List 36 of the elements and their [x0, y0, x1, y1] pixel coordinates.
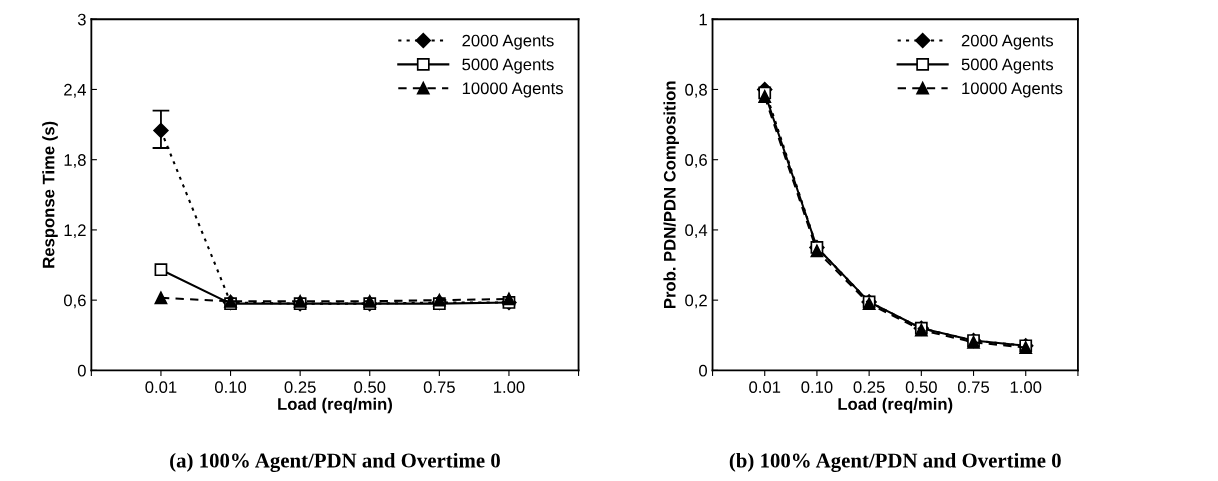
y-tick-label: 0,4: [685, 224, 708, 239]
y-tick-label: 0: [77, 364, 86, 377]
legend-label: 10000 Agents: [962, 82, 1063, 98]
x-tick-label: 0.75: [423, 381, 455, 394]
y-axis-title: Response Time (s): [42, 121, 58, 268]
legend-label: 2000 Agents: [961, 34, 1054, 50]
x-tick-label: 0.01: [145, 381, 177, 394]
x-tick-label: 0.25: [284, 381, 316, 394]
legend-label: 5000 Agents: [961, 58, 1054, 74]
y-tick-label: 2,4: [64, 83, 86, 98]
text: (a) 100% Agent/PDN and Overtime 0: [170, 452, 500, 472]
y-tick-label: 1: [699, 13, 707, 26]
y-tick-label: 0: [699, 364, 708, 377]
legend-label: 5000 Agents: [462, 58, 554, 74]
y-tick-label: 0,6: [63, 294, 86, 309]
x-tick-label: 0.75: [957, 381, 990, 394]
x-tick-label: 0.10: [214, 381, 247, 394]
x-tick-label: 0.10: [801, 381, 833, 394]
y-tick-label: 0,8: [685, 83, 707, 98]
x-tick-label: 0.01: [749, 381, 781, 394]
y-axis-title: Prob. PDN/PDN Composition: [663, 81, 679, 309]
x-tick-label: 0.50: [905, 381, 937, 394]
x-tick-label: 1.00: [1010, 381, 1042, 394]
text: (b) 100% Agent/PDN and Overtime 0: [729, 452, 1061, 472]
x-tick-label: 0.50: [354, 381, 386, 394]
y-tick-label: 3: [77, 13, 86, 26]
x-tick-label: 1.00: [494, 381, 525, 394]
y-tick-label: 0,2: [685, 294, 707, 309]
y-tick-label: 1,2: [64, 224, 86, 239]
y-tick-label: 0,6: [685, 154, 707, 168]
legend-label: 10000 Agents: [462, 82, 563, 98]
x-axis-title: Load (req/min): [838, 397, 953, 414]
x-tick-label: 0.25: [853, 381, 885, 394]
x-axis-title: Load (req/min): [278, 397, 392, 414]
legend-label: 2000 Agents: [462, 34, 554, 50]
y-tick-label: 1,8: [64, 154, 86, 168]
